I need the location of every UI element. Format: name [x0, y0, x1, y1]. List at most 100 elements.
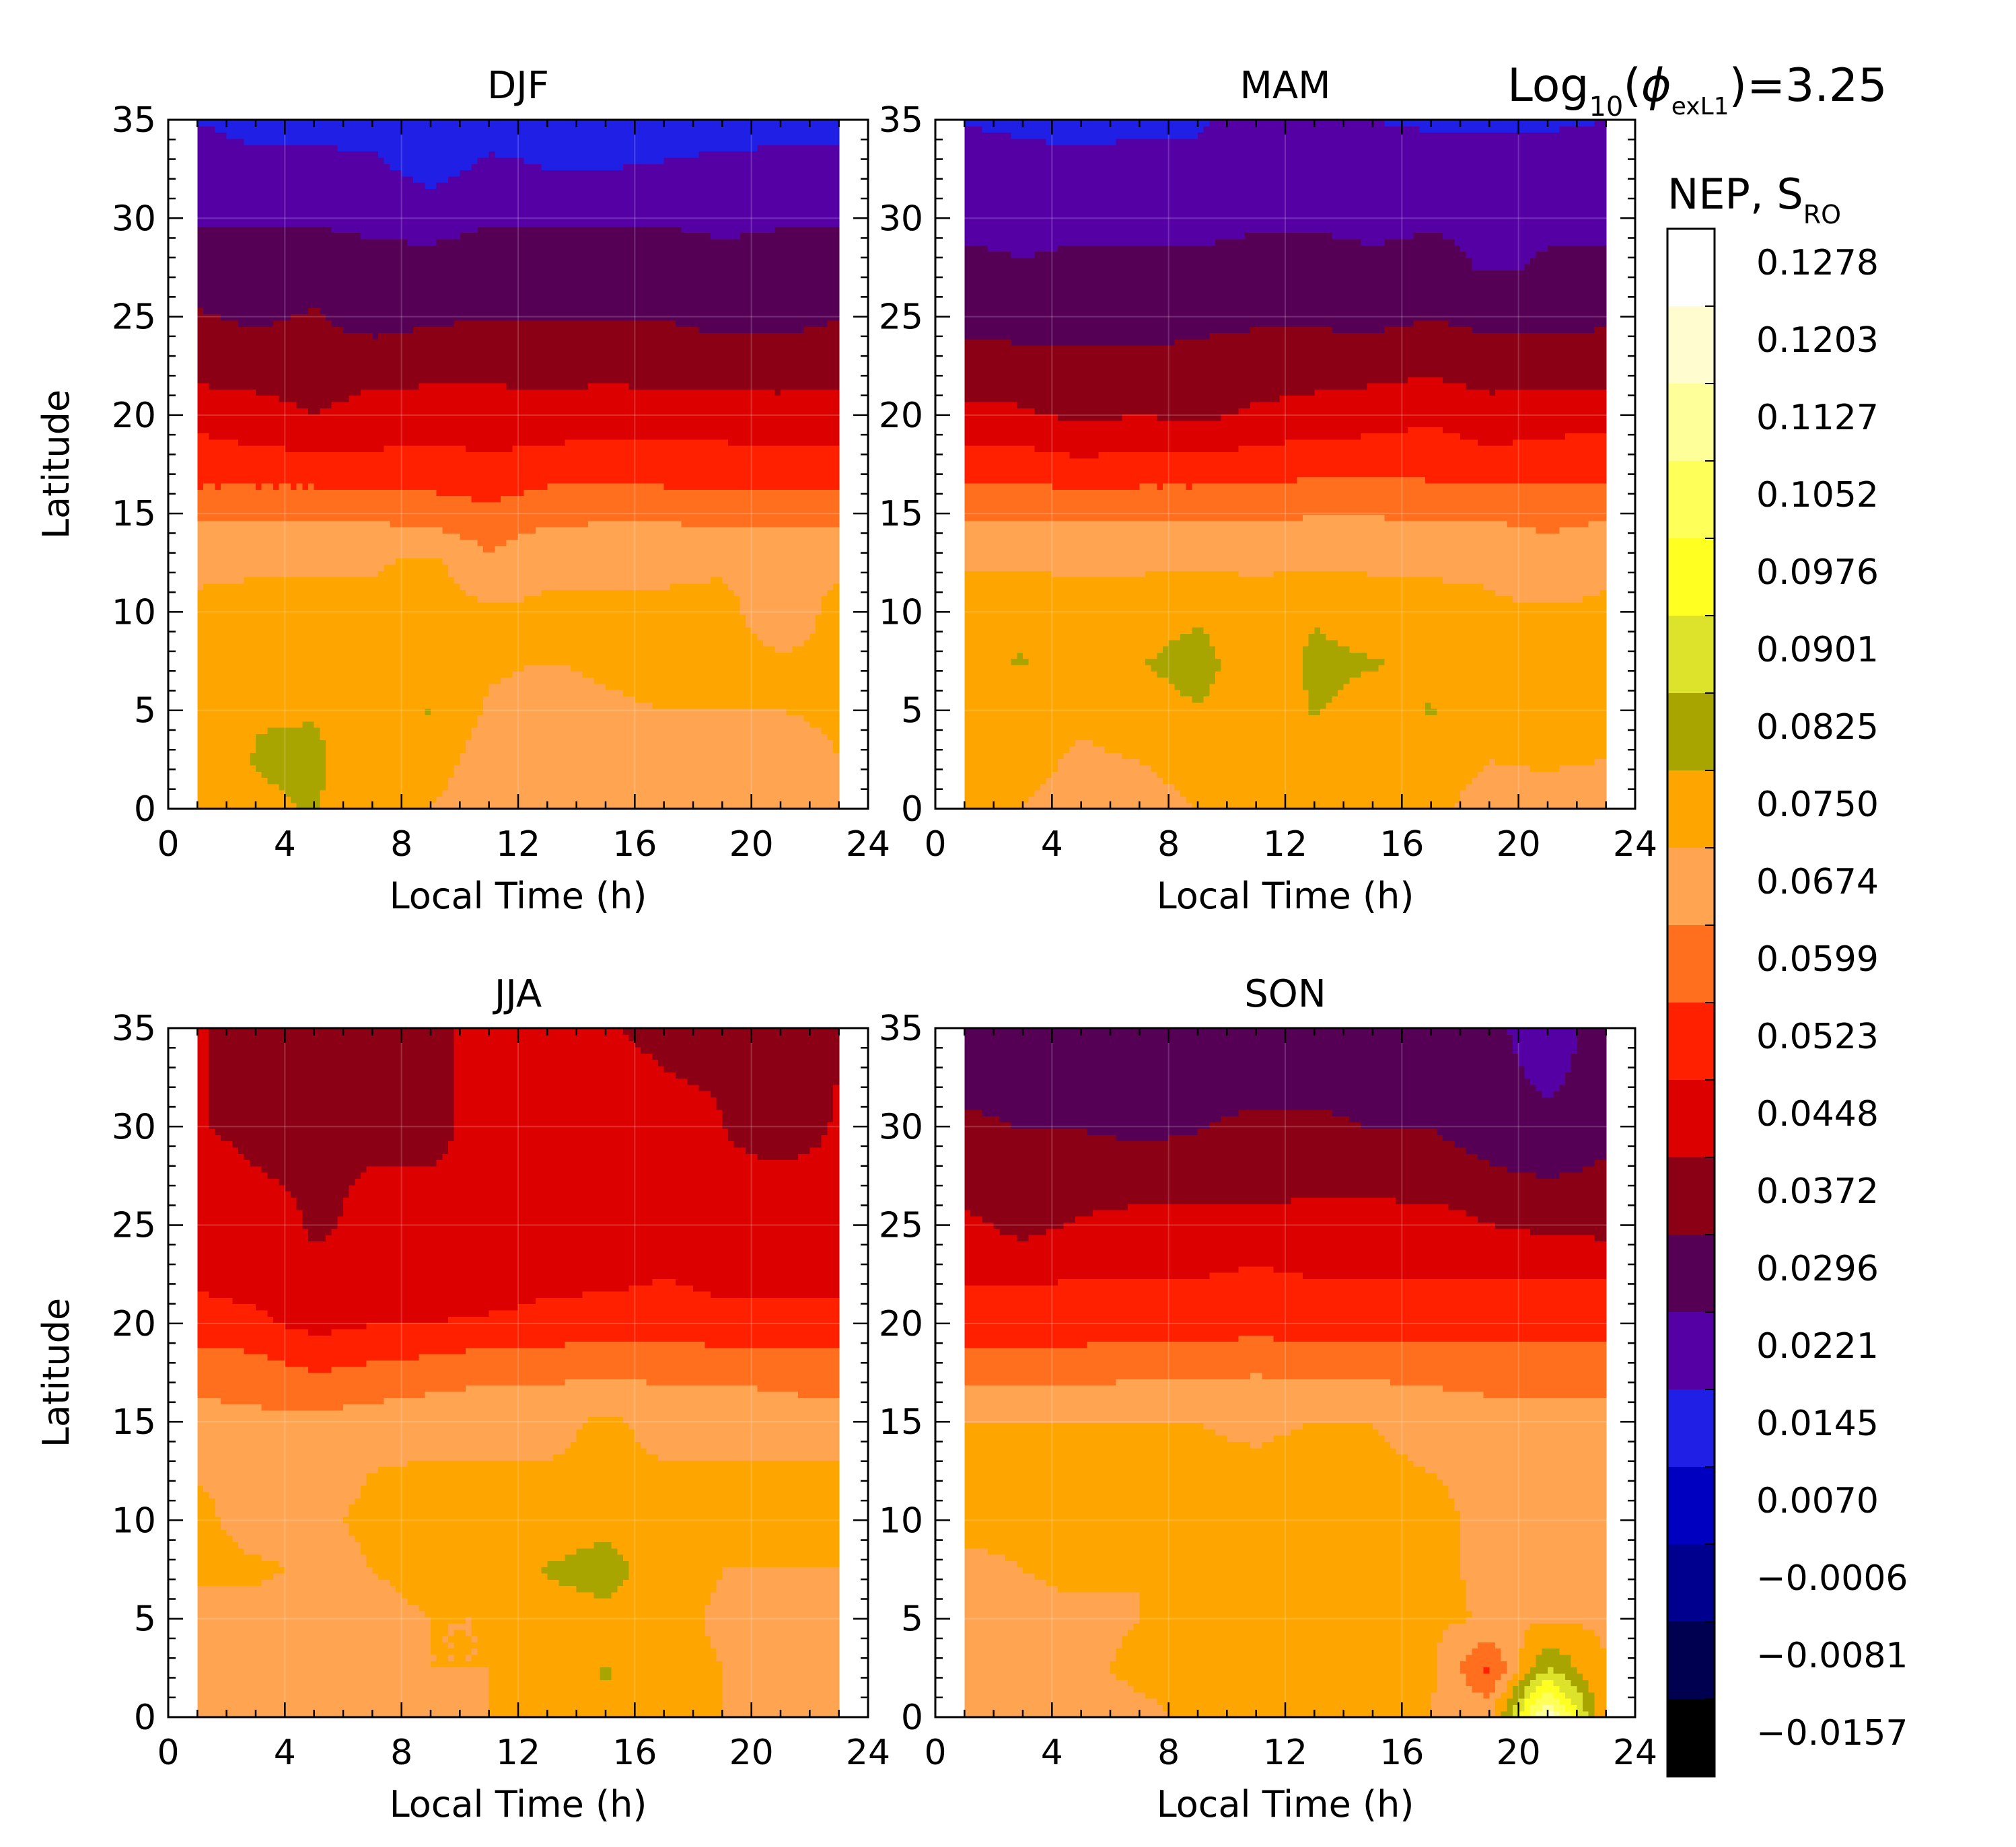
- contour-cell: [250, 627, 256, 634]
- contour-cell: [693, 571, 700, 578]
- contour-cell: [588, 527, 595, 534]
- contour-cell: [244, 652, 250, 659]
- contour-cell: [291, 764, 297, 772]
- contour-cell: [442, 683, 449, 690]
- contour-cell: [524, 589, 530, 597]
- contour-cell: [711, 746, 717, 753]
- contour-cell: [775, 602, 781, 609]
- contour-cell: [663, 671, 670, 678]
- contour-cell: [331, 658, 338, 665]
- contour-cell: [716, 620, 723, 628]
- contour-cell: [221, 520, 227, 528]
- contour-cell: [635, 758, 641, 766]
- contour-cell: [827, 690, 834, 697]
- contour-cell: [232, 658, 239, 665]
- contour-cell: [786, 790, 793, 797]
- contour-cell: [291, 733, 297, 741]
- contour-cell: [314, 614, 320, 622]
- contour-cell: [728, 658, 735, 665]
- contour-cell: [454, 620, 460, 628]
- contour-cell: [331, 564, 338, 571]
- contour-cell: [197, 558, 204, 565]
- contour-cell: [215, 602, 221, 609]
- contour-cell: [698, 746, 705, 753]
- contour-cell: [786, 771, 793, 778]
- contour-cell: [384, 796, 390, 803]
- contour-cell: [460, 783, 466, 791]
- contour-cell: [803, 771, 810, 778]
- contour-cell: [436, 645, 443, 653]
- contour-cell: [740, 633, 746, 641]
- contour-cell: [658, 764, 665, 772]
- contour-cell: [816, 739, 822, 747]
- contour-cell: [460, 633, 466, 641]
- contour-cell: [431, 802, 437, 809]
- contour-cell: [768, 664, 775, 672]
- contour-cell: [768, 558, 775, 565]
- contour-cell: [722, 614, 729, 622]
- contour-cell: [238, 527, 245, 534]
- contour-cell: [501, 533, 507, 540]
- contour-cell: [308, 764, 315, 772]
- contour-cell: [816, 546, 822, 552]
- contour-cell: [361, 658, 367, 665]
- contour-cell: [746, 746, 752, 753]
- contour-cell: [518, 727, 525, 734]
- contour-cell: [471, 764, 478, 772]
- contour-cell: [582, 683, 589, 690]
- contour-cell: [582, 752, 589, 760]
- contour-cell: [512, 758, 519, 766]
- contour-cell: [401, 690, 408, 697]
- contour-cell: [798, 709, 805, 715]
- contour-cell: [413, 746, 420, 753]
- contour-cell: [477, 715, 484, 722]
- contour-cell: [355, 602, 361, 609]
- contour-cell: [663, 620, 670, 628]
- contour-cell: [413, 639, 420, 647]
- contour-cell: [425, 552, 431, 559]
- contour-cell: [711, 608, 717, 616]
- contour-cell: [273, 539, 280, 546]
- contour-cell: [448, 796, 455, 803]
- contour-cell: [705, 771, 711, 778]
- contour-cell: [203, 639, 210, 647]
- contour-cell: [809, 727, 816, 734]
- contour-cell: [635, 627, 641, 634]
- contour-cell: [226, 583, 233, 590]
- contour-cell: [565, 589, 571, 597]
- contour-cell: [635, 552, 641, 559]
- contour-cell: [326, 527, 332, 534]
- contour-cell: [524, 683, 530, 690]
- contour-cell: [658, 571, 665, 578]
- contour-cell: [244, 589, 250, 597]
- contour-cell: [471, 608, 478, 616]
- contour-cell: [419, 715, 425, 722]
- contour-cell: [396, 589, 402, 597]
- contour-cell: [209, 715, 215, 722]
- contour-cell: [536, 790, 542, 797]
- contour-cell: [705, 752, 711, 760]
- contour-cell: [314, 752, 320, 760]
- contour-cell: [372, 595, 379, 603]
- contour-cell: [506, 802, 513, 809]
- contour-cell: [396, 533, 402, 540]
- contour-cell: [693, 652, 700, 659]
- contour-cell: [331, 752, 338, 760]
- contour-cell: [489, 552, 495, 559]
- contour-cell: [593, 752, 600, 760]
- contour-cell: [419, 702, 425, 709]
- contour-cell: [600, 583, 606, 590]
- contour-cell: [611, 758, 618, 766]
- contour-cell: [442, 677, 449, 684]
- contour-cell: [635, 664, 641, 672]
- contour-cell: [606, 652, 612, 659]
- contour-cell: [611, 658, 618, 665]
- contour-cell: [372, 715, 379, 722]
- contour-cell: [687, 758, 694, 766]
- contour-cell: [448, 733, 455, 741]
- contour-cell: [273, 627, 280, 634]
- contour-cell: [448, 658, 455, 665]
- contour-cell: [518, 577, 525, 584]
- contour-cell: [349, 746, 355, 753]
- contour-cell: [331, 702, 338, 709]
